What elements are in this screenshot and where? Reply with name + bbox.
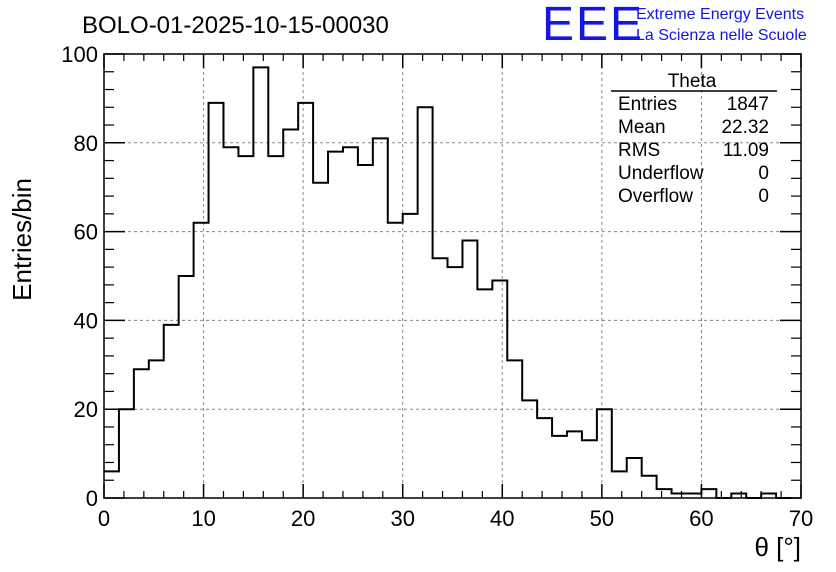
stats-value: 11.09	[723, 140, 769, 161]
axis-ticks	[103, 53, 802, 499]
x-tick-label: 20	[291, 506, 315, 531]
stats-label: Underflow	[618, 163, 704, 184]
stats-label: Overflow	[618, 186, 693, 207]
x-tick-label: 40	[490, 506, 514, 531]
x-tick-label: 70	[789, 506, 813, 531]
stats-value: 1847	[727, 94, 769, 115]
chart-title: BOLO-01-2025-10-15-00030	[82, 12, 389, 39]
x-tick-labels: 0 10 20 30 40 50 60 70	[98, 506, 813, 531]
y-axis-title: Entries/bin	[7, 178, 37, 301]
y-tick-labels: 0 20 40 60 80 100	[61, 42, 98, 511]
grid-lines	[104, 54, 801, 498]
y-tick-label: 0	[86, 486, 98, 511]
y-tick-label: 100	[61, 42, 98, 67]
y-tick-label: 40	[74, 308, 98, 333]
eee-logo-line1: Extreme Energy Events	[636, 6, 804, 23]
x-tick-label: 50	[590, 506, 614, 531]
x-tick-label: 30	[390, 506, 414, 531]
x-tick-label: 0	[98, 506, 110, 531]
y-tick-label: 80	[74, 131, 98, 156]
x-tick-label: 60	[689, 506, 713, 531]
eee-logo: EEE Extreme Energy Events La Scienza nel…	[542, 0, 807, 51]
stats-value: 22.32	[721, 117, 769, 138]
eee-logo-line2: La Scienza nelle Scuole	[636, 27, 807, 44]
stats-value: 0	[758, 186, 769, 207]
stats-box: Theta Entries 1847 Mean 22.32 RMS 11.09 Underf…	[611, 71, 777, 207]
stats-value: 0	[758, 163, 769, 184]
histogram-line	[104, 66, 792, 499]
stats-title: Theta	[668, 71, 717, 92]
stats-rows: Entries 1847 Mean 22.32 RMS 11.09 Underflow 0 Ov…	[618, 94, 769, 207]
stats-label: Entries	[618, 94, 677, 115]
plot-frame	[103, 53, 802, 499]
x-axis-title: θ [°]	[754, 532, 801, 562]
y-tick-label: 20	[74, 397, 98, 422]
x-tick-label: 10	[191, 506, 215, 531]
eee-logo-mark: EEE	[542, 0, 644, 51]
stats-label: RMS	[618, 140, 660, 161]
stats-label: Mean	[618, 117, 666, 138]
y-tick-label: 60	[74, 220, 98, 245]
